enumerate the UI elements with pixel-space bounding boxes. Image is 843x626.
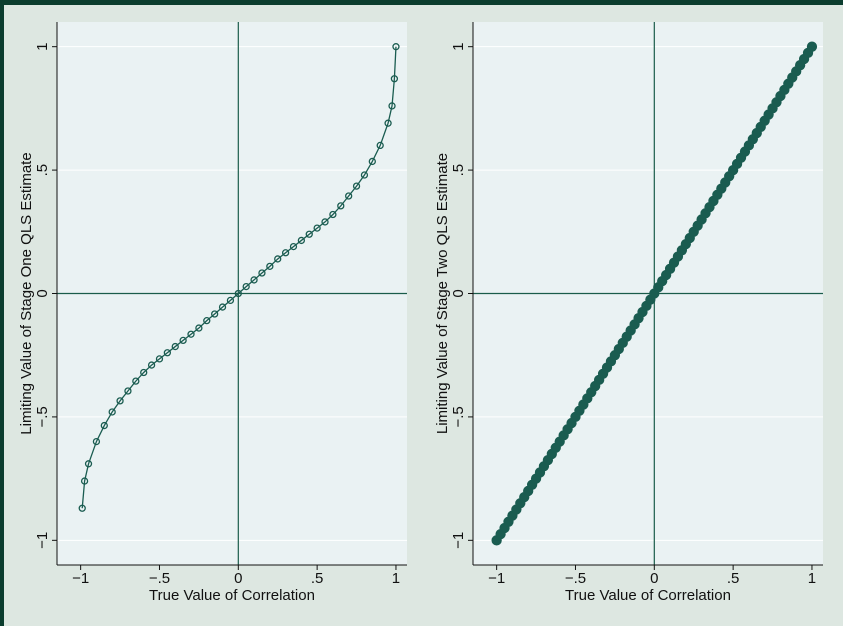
y-tick-label: −.5 <box>450 406 467 427</box>
marker <box>187 330 195 338</box>
marker <box>147 361 156 369</box>
marker <box>211 310 219 318</box>
x-tick-label: −1 <box>488 570 505 587</box>
marker <box>384 119 392 127</box>
y-tick-label: 1 <box>450 43 467 51</box>
y-axis-title: Limiting Value of Stage One QLS Estimate <box>18 152 35 434</box>
marker <box>352 182 361 190</box>
marker <box>155 355 164 363</box>
left-border <box>0 0 4 626</box>
marker <box>92 437 101 446</box>
marker <box>345 192 353 200</box>
marker <box>337 202 345 210</box>
x-tick-label: 0 <box>650 570 658 587</box>
marker <box>226 296 235 305</box>
marker <box>179 336 187 345</box>
marker <box>203 316 211 325</box>
marker <box>376 141 384 150</box>
marker <box>392 43 400 51</box>
marker <box>124 387 132 395</box>
marker <box>388 102 396 110</box>
marker <box>171 342 179 351</box>
y-tick-label: .5 <box>34 164 51 177</box>
y-tick-label: −.5 <box>34 406 51 427</box>
marker <box>116 397 124 405</box>
series-line <box>81 46 397 509</box>
y-tick-label: −1 <box>34 532 51 549</box>
marker <box>234 289 242 298</box>
marker <box>140 368 148 377</box>
marker <box>806 41 818 52</box>
marker <box>266 262 274 271</box>
marker <box>297 236 306 245</box>
x-tick-label: .5 <box>311 570 324 587</box>
y-tick-label: −1 <box>450 532 467 549</box>
marker <box>132 377 140 385</box>
marker <box>218 303 227 311</box>
y-axis-title: Limiting Value of Stage Two QLS Estimate <box>434 153 451 434</box>
x-tick-label: 0 <box>234 570 242 587</box>
marker <box>360 171 369 179</box>
marker <box>368 157 376 166</box>
marker <box>258 269 266 277</box>
marker <box>242 282 250 291</box>
marker <box>329 210 337 219</box>
x-tick-label: −.5 <box>565 570 586 587</box>
marker <box>100 421 108 430</box>
marker <box>313 224 321 232</box>
y-tick-label: .5 <box>450 164 467 177</box>
marker <box>274 255 282 263</box>
x-tick-label: −.5 <box>149 570 170 587</box>
marker <box>84 460 93 468</box>
x-tick-label: 1 <box>808 570 816 587</box>
marker <box>321 218 329 226</box>
y-tick-label: 0 <box>34 289 51 297</box>
top-border <box>0 0 843 5</box>
x-axis-title: True Value of Correlation <box>565 587 731 604</box>
marker <box>163 349 172 357</box>
marker <box>281 249 290 257</box>
marker <box>250 276 258 284</box>
marker <box>78 504 86 512</box>
x-tick-label: 1 <box>392 570 400 587</box>
y-tick-label: 0 <box>450 289 467 297</box>
marker <box>390 75 399 83</box>
x-tick-label: −1 <box>72 570 89 587</box>
marker <box>108 408 116 416</box>
marker <box>305 230 313 238</box>
x-axis-title: True Value of Correlation <box>149 587 315 604</box>
x-tick-label: .5 <box>727 570 740 587</box>
marker <box>289 242 298 251</box>
marker <box>195 324 203 332</box>
y-tick-label: 1 <box>34 43 51 51</box>
marker <box>80 477 89 485</box>
